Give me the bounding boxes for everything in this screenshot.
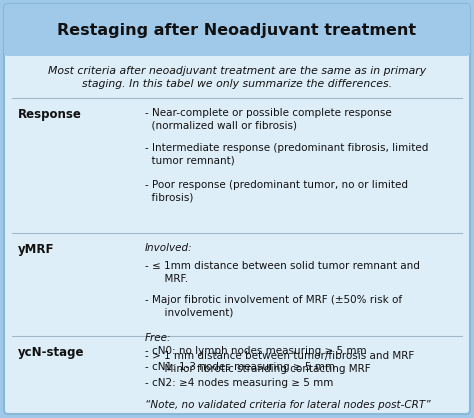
FancyBboxPatch shape	[4, 4, 470, 414]
Text: Response: Response	[18, 108, 82, 121]
Text: yMRF: yMRF	[18, 243, 55, 256]
Text: - Poor response (predominant tumor, no or limited
  fibrosis): - Poor response (predominant tumor, no o…	[145, 180, 408, 203]
Text: Involved:: Involved:	[145, 243, 192, 253]
Text: - cN2: ≥4 nodes measuring ≥ 5 mm: - cN2: ≥4 nodes measuring ≥ 5 mm	[145, 378, 333, 388]
Text: ycN-stage: ycN-stage	[18, 346, 84, 359]
Text: - Intermediate response (predominant fibrosis, limited
  tumor remnant): - Intermediate response (predominant fib…	[145, 143, 428, 166]
Text: Free:: Free:	[145, 333, 172, 343]
Text: “Note, no validated criteria for lateral nodes post-CRT”: “Note, no validated criteria for lateral…	[145, 400, 430, 410]
Text: - Near-complete or possible complete response
  (normalized wall or fibrosis): - Near-complete or possible complete res…	[145, 108, 392, 131]
Text: - cN1: 1-3 nodes measuring ≥ 5 mm: - cN1: 1-3 nodes measuring ≥ 5 mm	[145, 362, 335, 372]
Text: Restaging after Neoadjuvant treatment: Restaging after Neoadjuvant treatment	[57, 23, 417, 38]
Text: staging. In this tabel we only summarize the differences.: staging. In this tabel we only summarize…	[82, 79, 392, 89]
Bar	[10, 30, 464, 52]
Text: - ≤ 1mm distance between solid tumor remnant and
      MRF.: - ≤ 1mm distance between solid tumor rem…	[145, 261, 420, 284]
Text: Most criteria after neoadjuvant treatment are the same as in primary: Most criteria after neoadjuvant treatmen…	[48, 66, 426, 76]
Text: - cN0: no lymph nodes measuring ≥ 5 mm: - cN0: no lymph nodes measuring ≥ 5 mm	[145, 346, 366, 356]
Text: - Major fibrotic involvement of MRF (±50% risk of
      involvement): - Major fibrotic involvement of MRF (±50…	[145, 295, 402, 318]
FancyBboxPatch shape	[4, 4, 470, 56]
Text: - > 1 mm distance between tumor/fibrosis and MRF
      Minor fibrotic stranding : - > 1 mm distance between tumor/fibrosis…	[145, 351, 414, 374]
